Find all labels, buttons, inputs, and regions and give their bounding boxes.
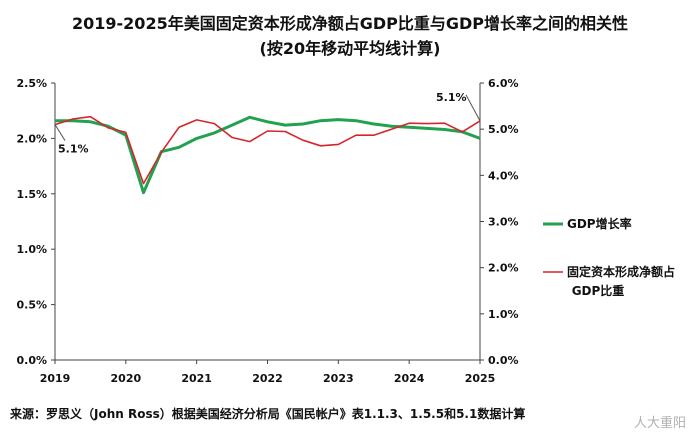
chart-subtitle: (按20年移动平均线计算) [259,39,441,58]
x-tick-label: 2023 [323,372,354,385]
left-tick-label: 1.0% [16,243,47,256]
left-tick-label: 1.5% [16,188,47,201]
right-tick-label: 3.0% [488,216,519,229]
chart-title: 2019-2025年美国固定资本形成净额占GDP比重与GDP增长率之间的相关性 [72,14,628,33]
right-tick-label: 5.0% [488,123,519,136]
left-tick-label: 2.5% [16,77,47,90]
x-tick-label: 2021 [181,372,212,385]
left-tick-label: 0.5% [16,299,47,312]
right-tick-label: 1.0% [488,308,519,321]
legend-label-investment-share: 固定资本形成净额占 [567,264,675,279]
annotation-label-start: 5.1% [58,143,89,156]
annotation-leader-start [54,124,66,141]
x-tick-label: 2024 [394,372,425,385]
left-tick-label: 0.0% [16,354,47,367]
legend-label-gdp-growth: GDP增长率 [567,216,632,231]
x-tick-label: 2022 [252,372,283,385]
x-tick-label: 2020 [111,372,142,385]
x-tick-label: 2019 [40,372,71,385]
right-tick-label: 4.0% [488,169,519,182]
right-tick-label: 0.0% [488,354,519,367]
source-note: 来源：罗思义（John Ross）根据美国经济分析局《国民帐户》表1.1.3、1… [10,407,526,421]
left-tick-label: 2.0% [16,132,47,145]
watermark-text: 人大重阳 [633,416,686,431]
series-line-investment-share [54,115,481,185]
right-tick-label: 2.0% [488,262,519,275]
annotation-label-end: 5.1% [436,91,467,104]
series-line-gdp-growth [55,115,481,195]
legend-label-investment-share-line2: GDP比重 [572,283,625,298]
right-tick-label: 6.0% [488,77,519,90]
annotation-leader-end [465,94,481,122]
x-tick-label: 2025 [465,372,496,385]
